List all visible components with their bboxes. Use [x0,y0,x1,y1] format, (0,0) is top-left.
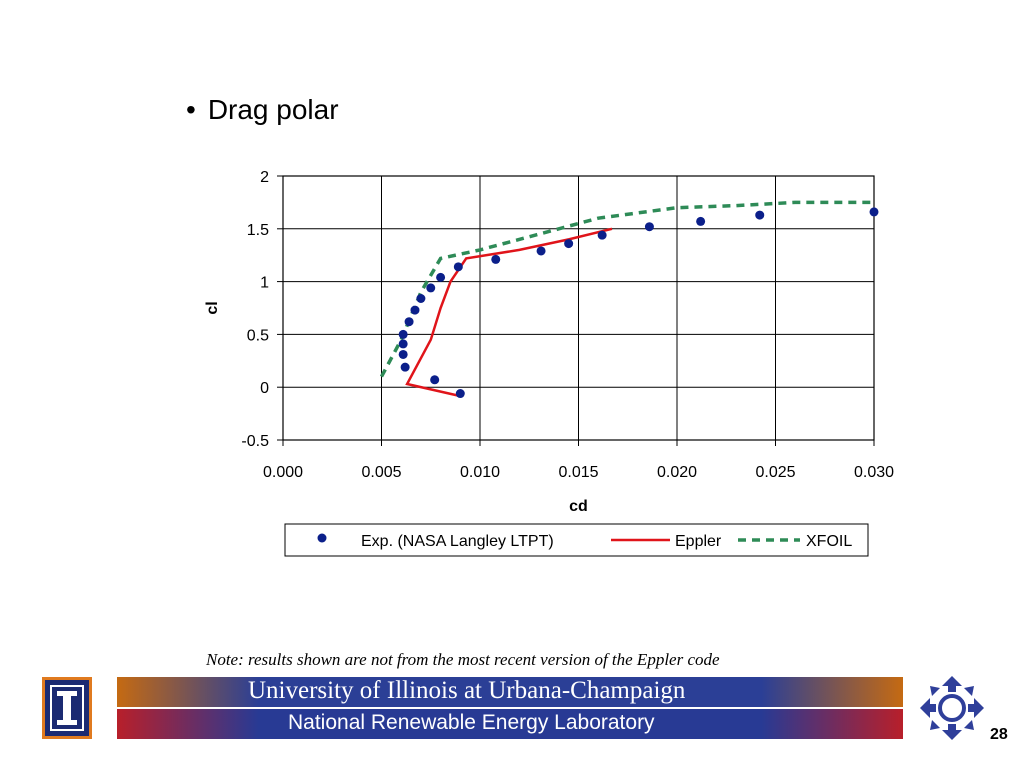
data-point-exp [491,254,501,264]
x-tick-label: 0.015 [558,464,598,481]
data-point-exp [644,222,654,232]
footer-band-top [117,677,903,707]
y-axis-title: cl [204,301,221,314]
grid-lines [282,175,875,441]
data-point-exp [436,272,446,282]
data-point-exp [398,339,408,349]
data-point-exp [869,207,879,217]
data-point-exp [564,239,574,249]
data-point-exp [426,283,436,293]
data-point-exp [398,349,408,359]
series-line-eppler [405,227,613,397]
legend-label-exp: Exp. (NASA Langley LTPT) [361,533,554,550]
x-tick-label: 0.030 [854,464,894,481]
bullet-marker: • [186,94,196,125]
x-tick-label: 0.000 [263,464,303,481]
x-tick-label: 0.005 [361,464,401,481]
y-tick-label: 2 [260,169,269,186]
page-number: 28 [990,726,1008,743]
illinois-logo [42,677,92,739]
data-point-exp [400,362,410,372]
x-tick-label: 0.010 [460,464,500,481]
data-point-exp [416,293,426,303]
chart-legend: Exp. (NASA Langley LTPT) Eppler XFOIL [284,523,869,557]
data-point-exp [755,210,765,220]
data-point-exp [410,305,420,315]
legend-label-xfoil: XFOIL [806,533,852,550]
data-point-exp [453,262,463,272]
legend-label-eppler: Eppler [675,533,722,550]
legend-marker-exp [317,533,327,543]
y-tick-label: 0.5 [247,327,269,344]
footer-band-bottom [117,709,903,739]
x-axis-title: cd [569,498,588,515]
data-point-exp [398,329,408,339]
footer-lab: National Renewable Energy Laboratory [288,711,655,734]
x-tick-label: 0.025 [755,464,795,481]
nrel-logo-icon [920,676,984,740]
data-series [379,200,879,399]
y-tick-label: 1 [260,275,269,292]
data-point-exp [404,317,414,327]
footer-university: University of Illinois at Urbana-Champai… [248,677,686,704]
data-point-exp [597,230,607,240]
slide-title: Drag polar [207,94,339,125]
y-tick-label: 1.5 [247,222,269,239]
data-point-exp [696,216,706,226]
illinois-i-icon [50,685,84,731]
data-point-exp [536,246,546,256]
data-point-exp [430,375,440,385]
data-point-exp [455,389,465,399]
y-tick-label: 0 [260,380,269,397]
axis-ticks: 0.000 0.005 0.010 0.015 0.020 0.025 0.030 2 1.5 1… [241,169,894,481]
y-tick-label: -0.5 [241,433,269,450]
footnote: Note: results shown are not from the mos… [206,650,720,669]
slide-heading: • Drag polar [186,94,339,126]
x-tick-label: 0.020 [657,464,697,481]
